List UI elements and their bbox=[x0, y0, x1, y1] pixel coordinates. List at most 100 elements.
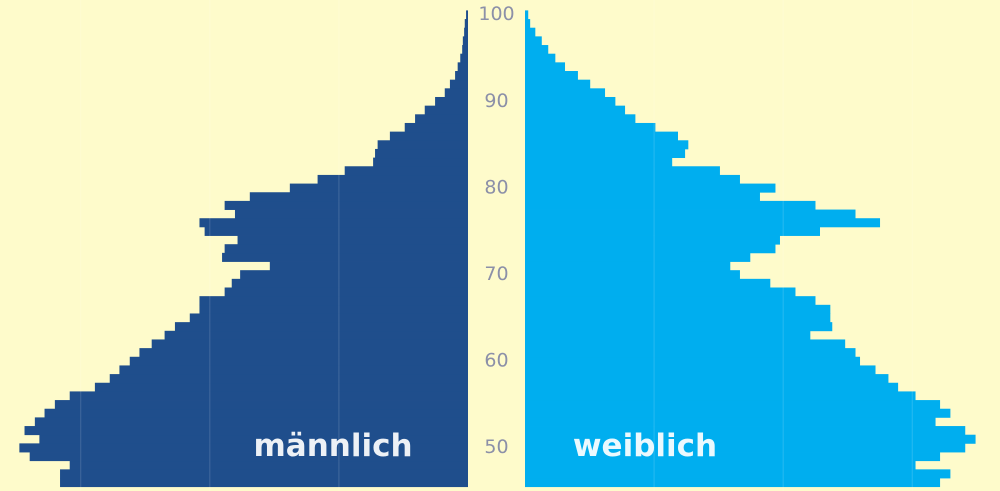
bar bbox=[199, 218, 468, 228]
y-tick-label: 90 bbox=[484, 90, 508, 112]
bar bbox=[525, 122, 656, 133]
bar bbox=[404, 122, 468, 133]
y-tick-label: 70 bbox=[484, 263, 508, 285]
bar bbox=[525, 434, 976, 444]
bar bbox=[462, 45, 468, 55]
bar bbox=[525, 287, 796, 297]
bar bbox=[525, 374, 889, 384]
bar bbox=[525, 322, 833, 332]
bar bbox=[204, 226, 468, 236]
bar bbox=[375, 148, 468, 159]
bar bbox=[525, 452, 941, 462]
bar bbox=[525, 278, 771, 288]
bar bbox=[199, 296, 468, 306]
bar bbox=[444, 88, 468, 98]
bar bbox=[151, 339, 469, 349]
bar bbox=[34, 417, 468, 427]
bar bbox=[525, 460, 916, 470]
bar bbox=[189, 313, 468, 323]
bar bbox=[224, 200, 468, 210]
bar bbox=[525, 200, 816, 210]
bar bbox=[377, 140, 468, 150]
bar bbox=[289, 183, 468, 193]
bar bbox=[19, 443, 469, 453]
bar bbox=[60, 478, 468, 488]
bar bbox=[525, 339, 846, 349]
bar bbox=[525, 62, 566, 72]
bar bbox=[224, 244, 468, 254]
bar bbox=[525, 157, 673, 167]
bar bbox=[525, 53, 556, 63]
bar bbox=[525, 365, 876, 375]
bar bbox=[525, 235, 780, 245]
bar bbox=[415, 114, 468, 124]
bar bbox=[525, 391, 916, 401]
bar bbox=[525, 71, 578, 81]
bar bbox=[466, 10, 468, 20]
y-tick-label: 100 bbox=[478, 3, 514, 25]
y-tick-label: 60 bbox=[484, 350, 508, 372]
bar bbox=[525, 296, 816, 306]
bar bbox=[525, 244, 776, 254]
bar bbox=[525, 443, 966, 453]
bar bbox=[525, 313, 831, 323]
bar bbox=[525, 166, 720, 176]
bar bbox=[525, 478, 941, 488]
bar bbox=[525, 88, 606, 98]
series-label: männlich bbox=[253, 428, 412, 464]
bar bbox=[449, 79, 468, 89]
bar bbox=[525, 105, 626, 115]
bar bbox=[525, 270, 740, 280]
bar bbox=[525, 96, 616, 107]
bar bbox=[525, 10, 529, 20]
bar bbox=[60, 469, 468, 479]
bar bbox=[525, 174, 740, 184]
bar bbox=[525, 426, 966, 436]
bar bbox=[525, 252, 751, 262]
bar bbox=[525, 417, 936, 427]
bar bbox=[525, 114, 636, 124]
bar bbox=[29, 452, 469, 462]
series-label: weiblich bbox=[573, 428, 717, 464]
bar bbox=[525, 192, 760, 202]
bar bbox=[525, 356, 861, 366]
bar bbox=[525, 408, 951, 418]
bar bbox=[424, 105, 468, 115]
bar bbox=[373, 157, 468, 167]
bar bbox=[525, 183, 776, 193]
bar bbox=[139, 348, 469, 358]
bar bbox=[54, 400, 469, 410]
bar bbox=[525, 27, 536, 37]
bar bbox=[460, 53, 468, 63]
bar bbox=[525, 79, 591, 89]
y-tick-label: 50 bbox=[484, 436, 508, 458]
y-tick-label: 80 bbox=[484, 176, 508, 198]
bar bbox=[344, 166, 468, 176]
bar bbox=[249, 192, 468, 202]
bar bbox=[317, 174, 468, 184]
bar bbox=[525, 226, 821, 236]
bar bbox=[199, 304, 468, 314]
bar bbox=[69, 391, 469, 401]
bar bbox=[525, 131, 678, 141]
bar bbox=[435, 96, 468, 107]
bar bbox=[129, 356, 468, 366]
bar bbox=[231, 278, 468, 288]
bar bbox=[269, 261, 468, 271]
bar bbox=[44, 408, 469, 418]
bar bbox=[455, 71, 468, 81]
bar bbox=[174, 322, 468, 332]
bar bbox=[464, 19, 468, 29]
bar bbox=[525, 19, 531, 29]
bar bbox=[525, 209, 856, 219]
bar bbox=[525, 140, 689, 150]
bar bbox=[222, 252, 468, 262]
bar bbox=[525, 218, 881, 228]
bar bbox=[457, 62, 468, 72]
bar bbox=[94, 382, 468, 392]
bar bbox=[109, 374, 469, 384]
bar bbox=[234, 209, 468, 219]
bar bbox=[525, 304, 831, 314]
